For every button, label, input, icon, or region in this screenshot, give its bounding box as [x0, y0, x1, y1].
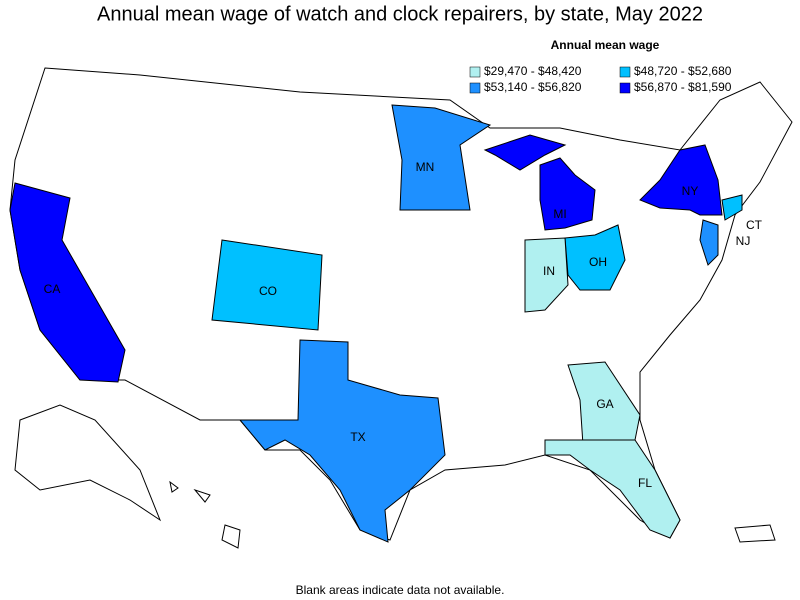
- state-shape: [721, 194, 743, 221]
- state-label: FL: [638, 476, 652, 490]
- state-shape: [211, 239, 323, 331]
- state-labels: CA CO TX MN MI NY CT NJ OH IN GA FL: [44, 160, 763, 490]
- state-label: IN: [543, 264, 555, 278]
- state-shape: [483, 134, 596, 231]
- state-label: CT: [746, 218, 763, 232]
- legend-swatch: [619, 66, 631, 78]
- state-shape: [544, 439, 681, 539]
- footnote: Blank areas indicate data not available.: [296, 583, 505, 597]
- legend: $29,470 - $48,420 $48,720 - $52,680 $53,14…: [469, 64, 732, 94]
- legend-label: $48,720 - $52,680: [634, 64, 732, 78]
- state-shape: [9, 182, 126, 383]
- state-label: MI: [553, 207, 566, 221]
- legend-swatch: [469, 66, 481, 78]
- legend-label: $56,870 - $81,590: [634, 80, 732, 94]
- state-label: NY: [682, 184, 699, 198]
- state-label: GA: [596, 397, 613, 411]
- states: [9, 104, 743, 543]
- state-shape: [564, 224, 626, 291]
- title: Annual mean wage of watch and clock repa…: [97, 3, 703, 25]
- state-label: MN: [416, 160, 435, 174]
- state-shape: [639, 144, 723, 216]
- state-shape: [524, 237, 569, 313]
- legend-swatch: [619, 82, 631, 94]
- state-label: CO: [259, 284, 277, 298]
- state-shape: [391, 104, 492, 211]
- legend-swatch: [469, 82, 481, 94]
- state-label: OH: [589, 255, 607, 269]
- state-label: TX: [350, 430, 365, 444]
- state-label: NJ: [736, 234, 751, 248]
- state-shape: [699, 219, 719, 266]
- legend-title: Annual mean wage: [551, 38, 660, 52]
- state-shape: [238, 339, 446, 543]
- legend-label: $29,470 - $48,420: [484, 64, 582, 78]
- state-label: CA: [44, 282, 61, 296]
- legend-label: $53,140 - $56,820: [484, 80, 582, 94]
